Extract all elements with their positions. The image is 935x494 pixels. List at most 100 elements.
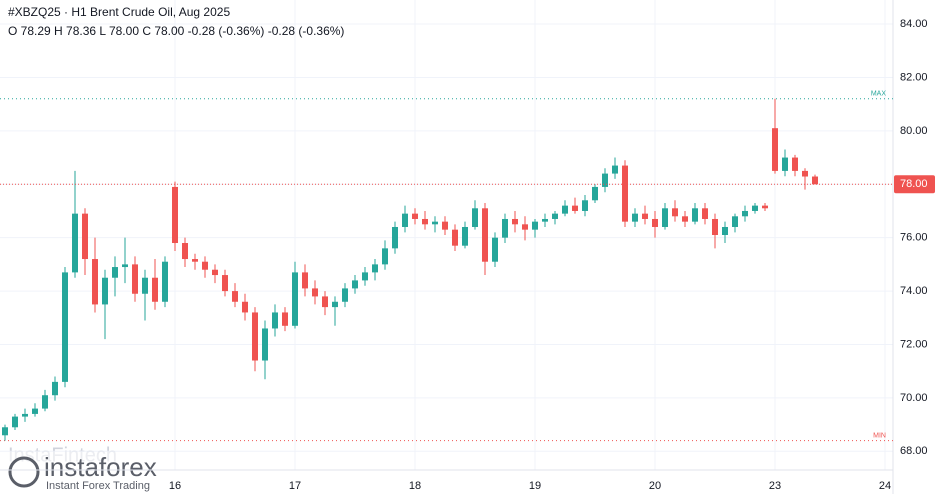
- candle-body: [192, 259, 198, 262]
- candle-body: [522, 224, 528, 230]
- candle-body: [732, 216, 738, 227]
- y-tick-label: 68.00: [900, 445, 928, 457]
- candle-body: [482, 208, 488, 262]
- candle-body: [22, 413, 28, 417]
- candle-body: [772, 128, 778, 171]
- y-tick-label: 70.00: [900, 392, 928, 404]
- candle-body: [462, 226, 468, 246]
- candle-body: [762, 205, 768, 209]
- candle-body: [182, 243, 188, 260]
- candle-body: [692, 208, 698, 222]
- x-tick-label: 17: [289, 480, 301, 492]
- candle-body: [142, 277, 148, 294]
- y-tick-label: 82.00: [900, 71, 928, 83]
- x-tick-label: 18: [409, 480, 421, 492]
- candle-body: [792, 157, 798, 171]
- candle-body: [242, 301, 248, 313]
- candle-body: [622, 165, 628, 222]
- y-tick-label: 74.00: [900, 285, 928, 297]
- candle-body: [812, 176, 818, 185]
- candle-body: [232, 291, 238, 302]
- candle-body: [82, 213, 88, 260]
- candle-body: [602, 173, 608, 187]
- candle-body: [402, 213, 408, 227]
- candle-body: [472, 208, 478, 227]
- watermark: InstaFintech instaforex Instant Forex Tr…: [6, 444, 180, 492]
- candle-body: [352, 280, 358, 289]
- candle-body: [642, 213, 648, 219]
- min-line-label: MIN: [873, 432, 886, 439]
- candle-body: [432, 221, 438, 225]
- watermark-tagline: Instant Forex Trading: [46, 480, 150, 492]
- candle-body: [782, 157, 788, 171]
- max-line-label: MAX: [871, 91, 887, 98]
- candle-body: [502, 218, 508, 238]
- candle-body: [552, 213, 558, 219]
- watermark-brand: instaforex: [44, 452, 157, 482]
- candle-body: [582, 200, 588, 211]
- candle-body: [392, 226, 398, 249]
- candle-body: [722, 226, 728, 235]
- candle-body: [312, 288, 318, 297]
- candle-body: [152, 277, 158, 302]
- candle-body: [742, 210, 748, 217]
- candle-body: [2, 427, 8, 436]
- candle-body: [32, 408, 38, 414]
- candle-body: [512, 218, 518, 225]
- candle-body: [662, 208, 668, 227]
- candle-body: [72, 213, 78, 273]
- candle-body: [112, 267, 118, 278]
- candle-body: [202, 261, 208, 270]
- candle-body: [302, 272, 308, 289]
- y-tick-label: 84.00: [900, 18, 928, 30]
- candle-body: [802, 170, 808, 177]
- x-tick-label: 16: [169, 480, 181, 492]
- candle-body: [252, 312, 258, 361]
- candle-body: [362, 272, 368, 281]
- candle-body: [172, 186, 178, 244]
- watermark-bg: [6, 452, 180, 492]
- candle-body: [382, 248, 388, 265]
- candle-body: [572, 205, 578, 211]
- candle-body: [672, 208, 678, 217]
- candle-body: [682, 216, 688, 222]
- candle-body: [12, 416, 18, 428]
- candle-body: [42, 395, 48, 409]
- candle-body: [412, 213, 418, 219]
- candle-body: [652, 218, 658, 227]
- x-tick-label: 20: [649, 480, 661, 492]
- candle-body: [632, 213, 638, 222]
- candle-body: [422, 218, 428, 225]
- candle-body: [282, 312, 288, 326]
- candle-body: [492, 237, 498, 262]
- candle-body: [322, 296, 328, 308]
- y-tick-label: 72.00: [900, 338, 928, 350]
- watermark-logo: [8, 456, 40, 488]
- x-tick-label: 24: [879, 480, 891, 492]
- candle-body: [342, 288, 348, 302]
- candle-body: [62, 272, 68, 382]
- candle-body: [262, 328, 268, 361]
- candle-body: [452, 229, 458, 246]
- candle-body: [102, 277, 108, 305]
- x-tick-label: 19: [529, 480, 541, 492]
- x-tick-label: 23: [769, 480, 781, 492]
- candle-body: [612, 165, 618, 174]
- candle-body: [222, 275, 228, 292]
- candle-body: [272, 312, 278, 329]
- candle-body: [122, 264, 128, 268]
- last-price-badge: [894, 175, 935, 194]
- y-tick-label: 80.00: [900, 125, 928, 137]
- candle-body: [332, 301, 338, 308]
- candle-body: [292, 272, 298, 326]
- candle-body: [562, 205, 568, 214]
- candle-body: [52, 381, 58, 396]
- candle-body: [92, 259, 98, 305]
- candle-body: [442, 221, 448, 230]
- chart-title: #XBZQ25 · H1 Brent Crude Oil, Aug 2025: [8, 5, 230, 19]
- candle-body: [592, 186, 598, 201]
- candle-body: [712, 218, 718, 235]
- candle-body: [702, 208, 708, 219]
- ohlc-summary: O 78.29 H 78.36 L 78.00 C 78.00 -0.28 (-…: [8, 24, 344, 38]
